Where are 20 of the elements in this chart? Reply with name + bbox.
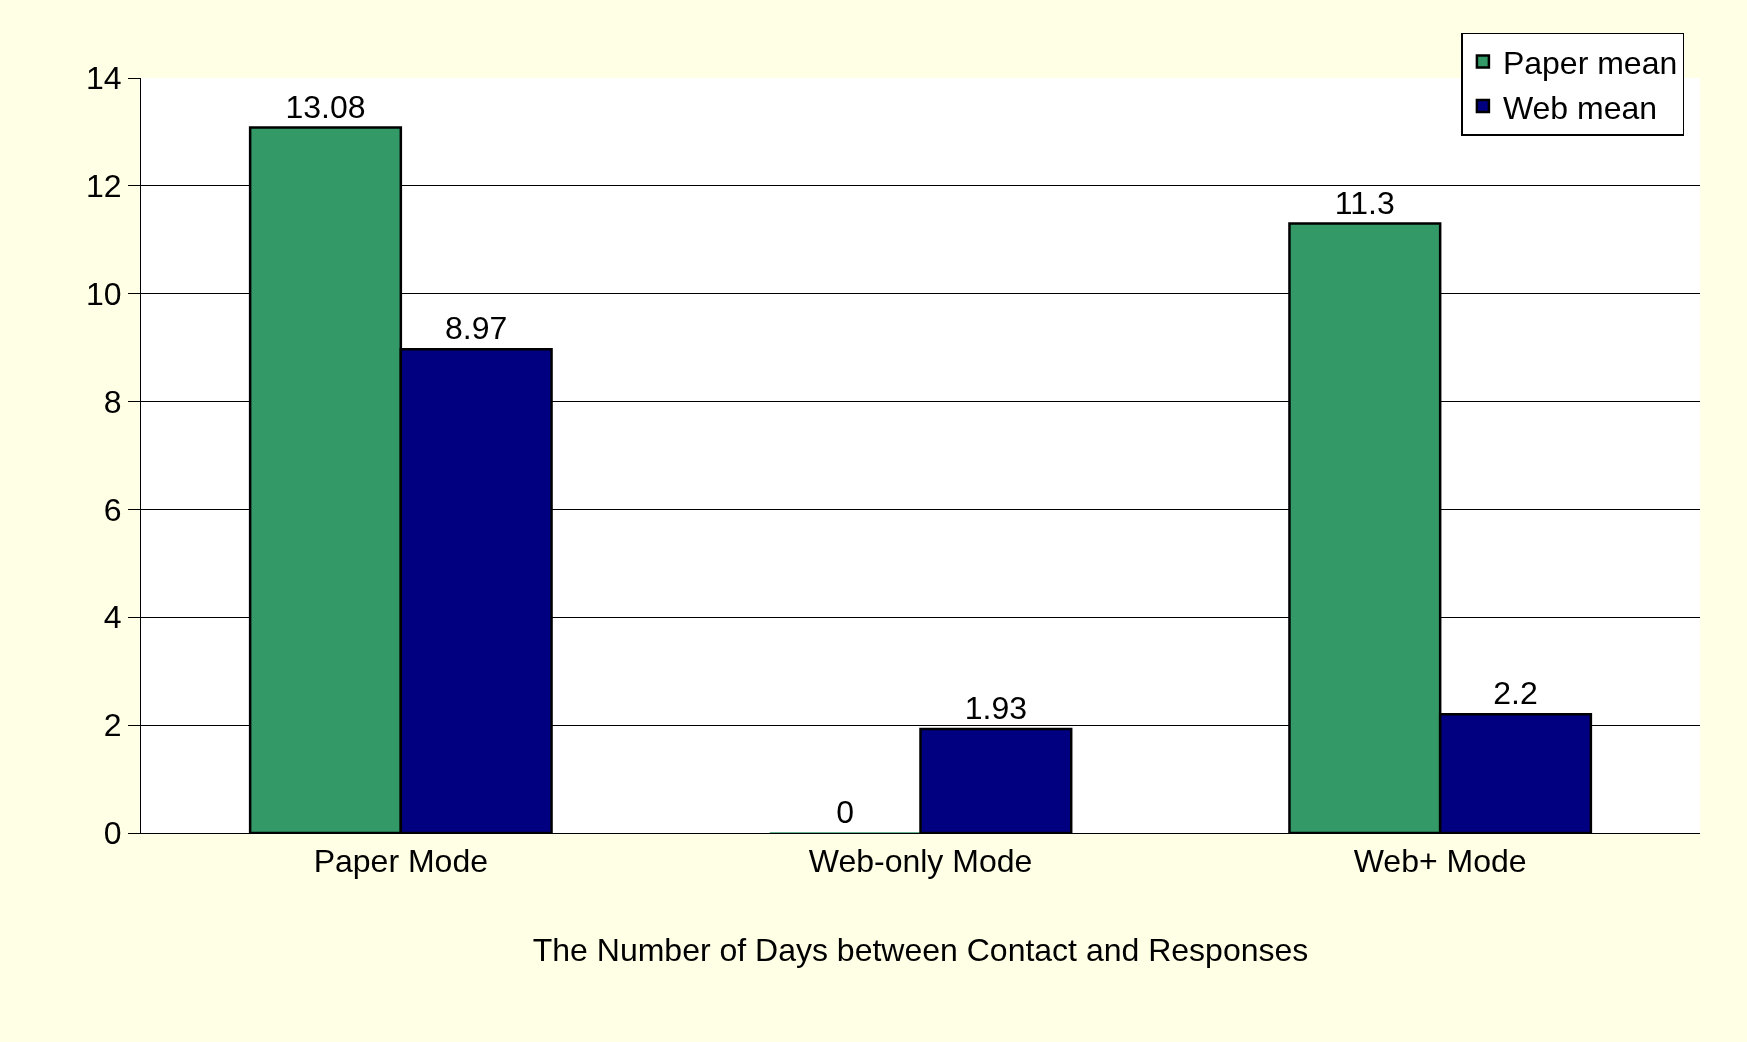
y-tick-label: 14 <box>86 60 122 97</box>
data-label: 13.08 <box>285 88 366 125</box>
data-label: 2.2 <box>1493 675 1538 712</box>
data-label: 8.97 <box>445 310 508 347</box>
x-tick-label: Web+ Mode <box>1353 843 1527 880</box>
x-axis-title: The Number of Days between Contact and Responses <box>532 932 1309 969</box>
data-label: 1.93 <box>964 689 1027 726</box>
data-label: 11.3 <box>1334 184 1395 221</box>
y-tick-label: 6 <box>103 491 122 528</box>
y-tick-label: 10 <box>86 275 122 312</box>
legend-label: Paper mean <box>1502 44 1678 81</box>
y-tick-label: 2 <box>103 707 122 744</box>
x-tick-label: Paper Mode <box>313 843 488 880</box>
legend-label: Web mean <box>1502 89 1658 126</box>
y-tick-label: 12 <box>86 168 122 205</box>
x-tick-label: Web-only Mode <box>808 843 1033 880</box>
data-label: 0 <box>836 794 855 830</box>
y-tick-label: 0 <box>103 815 122 852</box>
y-tick-label: 8 <box>103 383 122 420</box>
y-tick-label: 4 <box>103 599 122 636</box>
